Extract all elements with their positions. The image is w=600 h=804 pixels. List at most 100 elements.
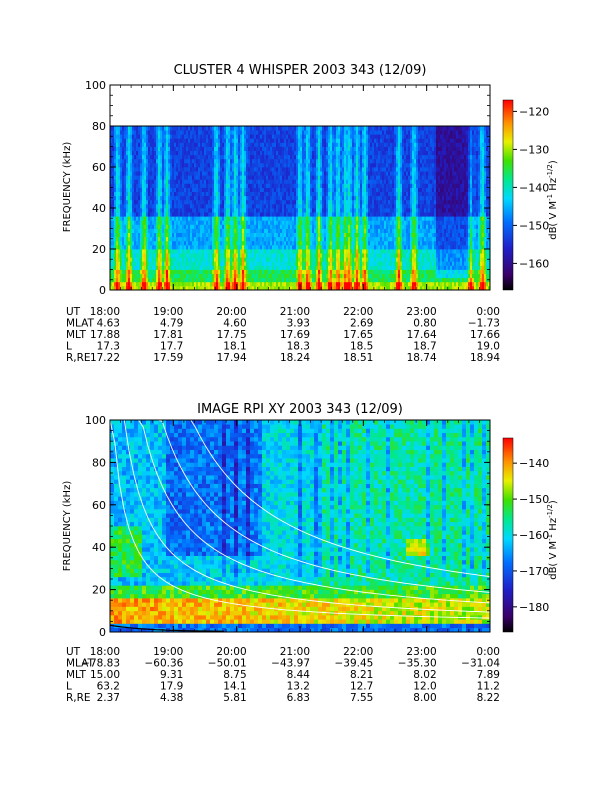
heatmap-cell bbox=[242, 261, 245, 266]
heatmap-cell bbox=[220, 195, 223, 201]
heatmap-cell bbox=[248, 203, 251, 209]
heatmap-cell bbox=[274, 179, 277, 184]
heatmap-cell bbox=[128, 269, 131, 274]
heatmap-cell bbox=[188, 249, 191, 254]
heatmap-cell bbox=[214, 224, 217, 229]
heatmap-cell bbox=[136, 126, 139, 131]
heatmap-cell bbox=[222, 171, 225, 176]
heatmap-cell bbox=[254, 195, 257, 201]
heatmap-cell bbox=[242, 244, 245, 250]
heatmap-cell bbox=[182, 142, 185, 147]
heatmap-cell bbox=[262, 277, 265, 283]
heatmap-cell bbox=[190, 208, 193, 213]
heatmap-cell bbox=[128, 150, 131, 156]
heatmap-cell bbox=[126, 158, 129, 164]
heatmap-cell bbox=[212, 269, 215, 274]
heatmap-cell bbox=[194, 257, 197, 262]
heatmap-cell bbox=[134, 126, 137, 131]
heatmap-cell bbox=[210, 195, 213, 201]
heatmap-cell bbox=[246, 187, 249, 192]
heatmap-cell bbox=[156, 175, 159, 180]
heatmap-cell bbox=[242, 158, 245, 164]
heatmap-cell bbox=[158, 253, 161, 258]
heatmap-cell bbox=[194, 220, 197, 225]
heatmap-cell bbox=[124, 195, 127, 201]
heatmap-cell bbox=[126, 212, 129, 217]
heatmap-cell bbox=[210, 146, 213, 151]
heatmap-cell bbox=[234, 265, 237, 270]
heatmap-cell bbox=[256, 240, 259, 246]
heatmap-cell bbox=[188, 175, 191, 180]
heatmap-cell bbox=[156, 232, 159, 238]
heatmap-cell bbox=[148, 249, 151, 254]
heatmap-cell bbox=[266, 158, 269, 164]
heatmap-cell bbox=[124, 150, 127, 156]
heatmap-cell bbox=[194, 273, 197, 279]
heatmap-cell bbox=[160, 261, 163, 266]
heatmap-cell bbox=[210, 249, 213, 254]
heatmap-cell bbox=[250, 277, 253, 283]
heatmap-cell bbox=[158, 220, 161, 225]
heatmap-cell bbox=[214, 240, 217, 246]
heatmap-cell bbox=[126, 203, 129, 209]
heatmap-cell bbox=[210, 183, 213, 188]
heatmap-cell bbox=[168, 257, 171, 262]
heatmap-cell bbox=[224, 228, 227, 233]
heatmap-cell bbox=[150, 126, 153, 131]
heatmap-cell bbox=[272, 236, 275, 242]
heatmap-cell bbox=[212, 187, 215, 192]
heatmap-cell bbox=[114, 261, 117, 266]
heatmap-cell bbox=[146, 212, 149, 217]
heatmap-cell bbox=[216, 232, 219, 238]
heatmap-cell bbox=[128, 171, 131, 176]
heatmap-cell bbox=[120, 277, 123, 283]
heatmap-cell bbox=[164, 154, 167, 160]
heatmap-cell bbox=[164, 126, 167, 131]
heatmap-cell bbox=[110, 158, 113, 164]
heatmap-cell bbox=[164, 134, 167, 139]
heatmap-cell bbox=[146, 146, 149, 151]
heatmap-cell bbox=[174, 220, 177, 225]
heatmap-cell bbox=[240, 167, 243, 172]
heatmap-cell bbox=[220, 253, 223, 258]
heatmap-cell bbox=[190, 273, 193, 279]
heatmap-cell bbox=[186, 199, 189, 205]
heatmap-cell bbox=[208, 269, 211, 274]
heatmap-cell bbox=[238, 167, 241, 172]
heatmap-cell bbox=[118, 269, 121, 274]
heatmap-cell bbox=[112, 240, 115, 246]
heatmap-cell bbox=[168, 199, 171, 205]
heatmap-cell bbox=[148, 220, 151, 225]
heatmap-cell bbox=[132, 158, 135, 164]
heatmap-cell bbox=[216, 269, 219, 274]
heatmap-cell bbox=[204, 269, 207, 274]
heatmap-cell bbox=[162, 138, 165, 143]
heatmap-cell bbox=[156, 195, 159, 201]
heatmap-cell bbox=[240, 253, 243, 258]
heatmap-cell bbox=[232, 183, 235, 188]
heatmap-cell bbox=[240, 171, 243, 176]
heatmap-cell bbox=[200, 249, 203, 254]
heatmap-cell bbox=[166, 281, 169, 287]
heatmap-cell bbox=[202, 183, 205, 188]
heatmap-cell bbox=[142, 158, 145, 164]
heatmap-cell bbox=[122, 265, 125, 270]
heatmap-cell bbox=[112, 142, 115, 147]
heatmap-cell bbox=[244, 261, 247, 266]
heatmap-cell bbox=[230, 269, 233, 274]
heatmap-cell bbox=[192, 232, 195, 238]
heatmap-cell bbox=[198, 232, 201, 238]
heatmap-cell bbox=[182, 212, 185, 217]
heatmap-cell bbox=[206, 240, 209, 246]
heatmap-cell bbox=[116, 134, 119, 139]
heatmap-cell bbox=[208, 240, 211, 246]
heatmap-cell bbox=[174, 195, 177, 201]
heatmap-cell bbox=[120, 191, 123, 197]
heatmap-cell bbox=[162, 154, 165, 160]
heatmap-cell bbox=[240, 236, 243, 242]
heatmap-cell bbox=[230, 285, 233, 291]
heatmap-cell bbox=[234, 224, 237, 229]
heatmap-cell bbox=[194, 142, 197, 147]
heatmap-cell bbox=[270, 273, 273, 279]
heatmap-cell bbox=[272, 171, 275, 176]
